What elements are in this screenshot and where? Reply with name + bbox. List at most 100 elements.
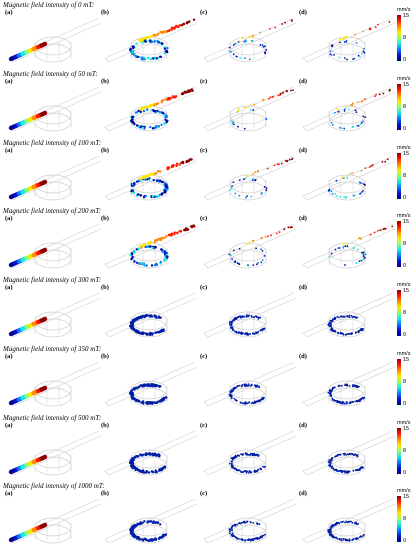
channel-geometry	[203, 155, 297, 200]
colorbar-tick-label: 15	[403, 219, 410, 226]
simulation-render	[203, 498, 297, 544]
channel-geometry	[8, 155, 102, 200]
simulation-render	[8, 430, 102, 475]
simulation-render	[302, 155, 396, 200]
particle-stream	[8, 385, 48, 405]
colorbar-tick-label: 15	[403, 356, 410, 363]
particle-scatter	[230, 89, 294, 130]
channel-geometry	[302, 223, 396, 269]
colorbar-unit: mm/s	[397, 75, 411, 82]
simulation-render	[8, 292, 102, 338]
particle-scatter	[327, 383, 366, 405]
panel-label: (c)	[200, 9, 208, 16]
panel-label: (d)	[299, 421, 307, 429]
particle-scatter	[128, 451, 167, 474]
simulation-panel: (c)	[198, 353, 297, 411]
figure-row: Magnetic field intensity of 1000 mT: (a) (…	[0, 481, 416, 550]
panel-label: (a)	[5, 215, 13, 223]
panel-label: (a)	[5, 490, 13, 498]
simulation-panel: (a)	[3, 9, 102, 67]
colorbar-tick-label: 15	[403, 425, 410, 432]
panel-label: (d)	[299, 284, 307, 291]
simulation-render	[203, 361, 297, 407]
channel-geometry	[302, 430, 396, 475]
particle-stream	[8, 454, 48, 474]
velocity-colorbar: mm/s 15 8 0	[396, 75, 414, 135]
colorbar-tick-label: 15	[403, 81, 410, 88]
particle-scatter	[329, 21, 391, 61]
simulation-panel: (a)	[3, 421, 102, 480]
simulation-render	[203, 86, 297, 132]
simulation-panel: (d)	[297, 421, 396, 480]
particle-scatter	[228, 226, 293, 267]
simulation-panel: (c)	[198, 421, 297, 480]
colorbar-tick-label: 0	[403, 125, 407, 132]
figure-row: Magnetic field intensity of 200 mT: (a) (b…	[0, 206, 416, 275]
simulation-render	[104, 223, 198, 269]
simulation-render	[104, 361, 198, 407]
row-title: Magnetic field intensity of 100 mT:	[3, 138, 102, 147]
channel-geometry	[302, 86, 396, 132]
colorbar-tick-label: 0	[403, 538, 407, 545]
velocity-colorbar: mm/s 15 8 0	[396, 420, 414, 479]
particle-scatter	[130, 157, 193, 198]
panel-label: (a)	[5, 421, 13, 429]
panel-label: (a)	[5, 352, 13, 360]
particle-scatter	[327, 520, 365, 542]
simulation-panel: (c)	[198, 77, 297, 136]
particle-scatter	[228, 382, 265, 405]
colorbar-unit: mm/s	[397, 144, 411, 151]
panel-label: (d)	[299, 352, 307, 360]
simulation-panel: (c)	[198, 284, 297, 342]
channel-geometry	[203, 223, 297, 269]
particle-stream	[8, 41, 48, 62]
figure-row: Magnetic field intensity of 100 mT: (a) (b…	[0, 138, 416, 207]
colorbar-tick-label: 0	[403, 263, 407, 270]
simulation-panel: (a)	[3, 147, 102, 205]
panel-label: (c)	[200, 77, 208, 85]
colorbar-tick-label: 15	[403, 150, 410, 157]
colorbar-tick-label: 8	[403, 378, 407, 385]
panel-label: (c)	[200, 284, 208, 291]
particle-scatter	[129, 520, 168, 543]
simulation-panel: (b)	[99, 78, 198, 136]
panel-label: (b)	[101, 421, 109, 429]
colorbar-tick-label: 8	[403, 241, 407, 248]
simulation-panel: (a)	[3, 352, 102, 411]
colorbar-unit: mm/s	[397, 213, 411, 220]
particle-scatter	[228, 19, 293, 61]
simulation-render	[302, 498, 396, 544]
channel-geometry	[203, 498, 297, 544]
channel-geometry	[203, 430, 297, 475]
colorbar-tick-label: 8	[403, 103, 407, 110]
channel-geometry	[203, 292, 297, 338]
panel-label: (d)	[299, 9, 307, 16]
simulation-render	[302, 292, 396, 338]
colorbar-tick-label: 15	[403, 13, 410, 19]
row-title: Magnetic field intensity of 200 mT:	[3, 207, 102, 216]
colorbar-unit: mm/s	[397, 282, 411, 288]
panel-label: (c)	[200, 490, 208, 498]
channel-geometry	[302, 361, 396, 407]
simulation-panel: (c)	[198, 9, 297, 67]
particle-scatter	[129, 18, 196, 61]
row-title: Magnetic field intensity of 300 mT:	[3, 276, 102, 284]
simulation-render	[203, 430, 297, 475]
figure-row: Magnetic field intensity of 350 mT: (a) (b…	[0, 344, 416, 413]
particle-scatter	[328, 225, 394, 267]
simulation-panel: (b)	[99, 147, 198, 205]
particle-scatter	[229, 157, 294, 199]
colorbar-unit: mm/s	[397, 7, 411, 13]
simulation-panel: (b)	[99, 215, 198, 273]
channel-geometry	[104, 430, 198, 475]
panel-label: (c)	[200, 421, 208, 429]
row-title: Magnetic field intensity of 500 mT:	[3, 413, 102, 422]
colorbar-tick-label: 8	[403, 516, 407, 523]
particle-scatter	[128, 314, 165, 336]
simulation-render	[104, 498, 198, 544]
colorbar-unit: mm/s	[397, 350, 411, 357]
velocity-colorbar: mm/s 15 8 0	[396, 144, 414, 204]
simulation-render	[8, 86, 102, 132]
simulation-panel: (b)	[99, 284, 198, 342]
row-title: Magnetic field intensity of 50 mT:	[3, 69, 98, 78]
